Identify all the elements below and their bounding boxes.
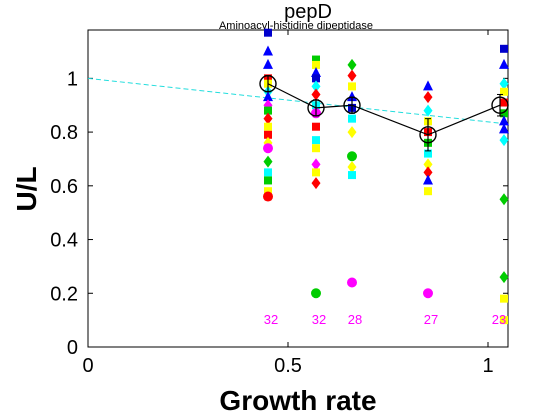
data-point-square [312, 55, 320, 64]
data-point-square [312, 60, 320, 69]
fit-line [87, 77, 509, 125]
mean-marker [491, 96, 509, 114]
data-point-square [500, 109, 508, 118]
data-point-diamond [263, 155, 273, 168]
y-tick-label: 0.2 [50, 283, 78, 305]
data-point-circle [423, 288, 433, 299]
data-point-square [264, 187, 272, 196]
fit-line-layer [87, 77, 509, 125]
data-point-diamond [499, 271, 509, 284]
data-point-triangle [499, 58, 509, 69]
y-tick-label: 0.4 [50, 230, 78, 252]
y-axis: 0 0.2 0.4 0.6 0.8 1 [50, 68, 508, 359]
data-point-circle [263, 191, 273, 202]
data-point-diamond [311, 88, 321, 101]
chart-title: pepD [284, 1, 332, 23]
sample-count-label: 27 [424, 312, 438, 327]
data-point-diamond [263, 112, 273, 125]
x-axis-label: Growth rate [219, 385, 376, 416]
data-point-square [348, 171, 356, 180]
y-axis-label: U/L [11, 166, 42, 211]
data-point-square [264, 130, 272, 139]
data-point-diamond [423, 91, 433, 104]
data-point-diamond [311, 158, 321, 171]
y-tick-label: 0.6 [50, 176, 78, 198]
mean-marker [307, 99, 325, 117]
data-point-square [500, 44, 508, 53]
data-point-diamond [347, 126, 357, 139]
chart-subtitle: Aminoacyl-histidine dipeptidase [219, 20, 373, 32]
data-point-diamond [499, 77, 509, 90]
data-point-triangle [499, 115, 509, 126]
data-point-triangle [263, 91, 273, 102]
data-point-square [500, 87, 508, 96]
data-point-diamond [311, 80, 321, 93]
data-point-square [312, 122, 320, 131]
data-point-triangle [263, 58, 273, 69]
y-tick-label: 0.8 [50, 122, 78, 144]
data-point-square [312, 136, 320, 145]
x-tick-label: 0.5 [274, 355, 302, 377]
data-point-square [348, 82, 356, 91]
data-point-square [500, 316, 508, 325]
data-point-square [312, 144, 320, 153]
sample-count-label: 23 [492, 312, 506, 327]
data-point-diamond [347, 58, 357, 71]
data-point-square [424, 149, 432, 158]
data-point-square [312, 168, 320, 177]
data-point-square [500, 98, 508, 107]
data-point-triangle [423, 174, 433, 185]
sample-count-label: 32 [312, 312, 326, 327]
plot-area [87, 29, 509, 348]
data-point-square [424, 187, 432, 196]
data-point-triangle [347, 91, 357, 102]
data-point-square [264, 122, 272, 131]
data-point-triangle [423, 80, 433, 91]
data-point-diamond [311, 177, 321, 190]
data-point-square [312, 74, 320, 83]
data-point-circle [347, 277, 357, 288]
data-point-circle [311, 288, 321, 299]
x-tick-label: 0 [82, 355, 93, 377]
mean-marker [419, 126, 437, 144]
data-points-layer [263, 28, 509, 325]
sample-count-layer: 32 32 28 27 23 [264, 312, 506, 327]
data-point-square [348, 114, 356, 123]
data-point-circle [263, 143, 273, 154]
sample-count-label: 32 [264, 312, 278, 327]
mean-marker [343, 96, 361, 114]
data-point-diamond [423, 104, 433, 117]
y-tick-label: 1 [67, 68, 78, 90]
data-point-diamond [347, 69, 357, 82]
data-point-diamond [499, 193, 509, 206]
y-tick-label: 0 [67, 337, 78, 359]
data-point-square [264, 106, 272, 115]
data-point-square [264, 28, 272, 37]
data-point-diamond [499, 134, 509, 147]
data-point-triangle [499, 123, 509, 134]
data-point-triangle [263, 45, 273, 56]
data-point-diamond [347, 161, 357, 174]
x-axis: 0 0.5 1 [82, 30, 494, 377]
mean-marker [259, 75, 277, 93]
sample-count-label: 28 [348, 312, 362, 327]
data-point-diamond [423, 166, 433, 179]
x-tick-label: 1 [482, 355, 493, 377]
data-point-diamond [423, 158, 433, 171]
data-point-square [264, 168, 272, 177]
mean-series-layer [259, 75, 509, 152]
data-point-circle [347, 151, 357, 162]
data-point-square [264, 176, 272, 185]
data-point-square [500, 294, 508, 303]
